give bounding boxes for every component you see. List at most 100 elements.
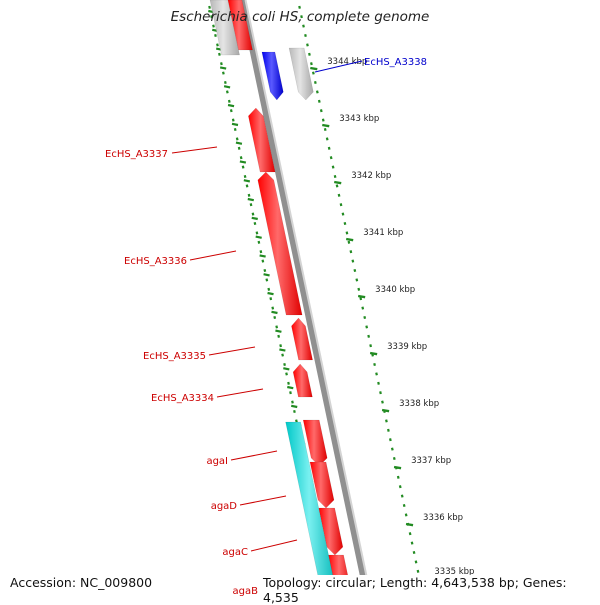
ruler-right-dot: [327, 146, 331, 150]
label-layer: EcHS_A3338 EcHS_A3337 EcHS_A3336 EcHS_A3335…: [105, 57, 427, 597]
ruler-right-dot: [345, 231, 349, 235]
ruler-left-dot: [223, 80, 227, 85]
ruler-left-dot: [277, 334, 281, 338]
gene-label-agaI[interactable]: agaI: [206, 456, 228, 467]
ruler-left-tick: [263, 273, 270, 277]
ruler-left-dot: [275, 325, 279, 329]
ruler-left-dot: [245, 184, 249, 188]
ruler-right-dot: [412, 550, 416, 555]
backbone-layer: [239, 0, 373, 601]
gene-leader-line: [250, 539, 298, 552]
ruler-right-dot: [323, 127, 327, 132]
ruler-major-tick: [369, 351, 378, 356]
gene-EcHS_A3338[interactable]: [261, 51, 284, 101]
ruler-tick-label: 3335 kbp: [434, 567, 474, 577]
ruler-left-dot: [212, 24, 215, 28]
ruler-left-dot: [255, 231, 259, 235]
ruler-left-dot: [216, 43, 219, 47]
ruler-right-dot: [408, 532, 412, 536]
ruler-left-dot: [239, 156, 243, 160]
ruler-left-tick: [287, 385, 294, 390]
ruler-right-dot: [331, 165, 335, 169]
ruler-left-tick: [231, 122, 239, 127]
ruler-left-dot: [249, 203, 253, 207]
ruler-tick-label: 3339 kbp: [387, 342, 427, 352]
ruler-left-dot: [257, 240, 261, 244]
ruler-major-tick: [393, 465, 402, 470]
ruler-left-dot: [231, 118, 235, 122]
ruler-left-tick: [271, 310, 278, 315]
backbone-line: [239, 0, 371, 601]
ruler-right-dot: [325, 137, 329, 141]
ruler-right-dot: [367, 334, 371, 338]
ruler-left-dot: [233, 127, 237, 132]
gene-label-EcHS_A3334[interactable]: EcHS_A3334: [151, 393, 214, 404]
ruler-right-dot: [306, 43, 309, 47]
ruler-left-tick: [243, 179, 251, 183]
ruler-left-dot: [229, 109, 233, 113]
ruler-left-dot: [227, 99, 231, 103]
ruler-left-dot: [295, 419, 298, 423]
ruler-right-dot: [304, 33, 307, 38]
gene-label-EcHS_A3336[interactable]: EcHS_A3336: [124, 256, 187, 267]
gene-label-agaB[interactable]: agaB: [233, 586, 259, 597]
ruler-right-dot: [302, 24, 305, 28]
ruler-right-dot: [329, 156, 333, 160]
ruler-right-dot: [400, 494, 404, 498]
ruler-left-dot: [289, 391, 292, 395]
ruler-left-dot: [214, 33, 217, 38]
ruler-right-dot: [339, 203, 343, 207]
ruler-layer: 3344 kbp 3343 kbp 3342 kbp 3341 kbp 3340 kbp…: [208, 5, 474, 602]
ruler-left-dot: [251, 212, 255, 216]
ruler-right-dot: [390, 447, 394, 451]
gene-label-agaD[interactable]: agaD: [211, 501, 238, 512]
gene-EcHS_A3336[interactable]: [257, 171, 303, 316]
ruler-left-dot: [210, 15, 213, 19]
ruler-left-tick: [255, 235, 262, 239]
gene-label-EcHS_A3337[interactable]: EcHS_A3337: [105, 149, 168, 160]
ruler-right-dot: [398, 485, 402, 489]
ruler-right-dot: [387, 428, 390, 432]
gene-EcHS_A3334[interactable]: [292, 363, 313, 398]
ruler-left-dot: [273, 315, 277, 320]
gene-grey[interactable]: [288, 47, 314, 101]
gene-fragment-grey[interactable]: [209, 0, 240, 56]
ruler-right-dot: [388, 438, 392, 442]
ruler-major-tick: [322, 123, 330, 128]
gene-fragment-red[interactable]: [227, 0, 253, 51]
gene-label-EcHS_A3338[interactable]: EcHS_A3338: [364, 57, 427, 68]
gene-label-agaC[interactable]: agaC: [222, 547, 248, 558]
ruler-right-dot: [335, 184, 339, 188]
ruler-left-tick: [259, 254, 266, 258]
gene-leader-line: [216, 388, 264, 398]
ruler-left-dot: [241, 165, 245, 169]
ruler-left-tick: [227, 103, 235, 108]
ruler-right-dot: [333, 174, 337, 179]
ruler-left-dot: [287, 381, 290, 385]
ruler-left-dot: [235, 137, 239, 141]
gene-agaD[interactable]: [309, 461, 335, 509]
ruler-right-dot: [300, 15, 303, 19]
ruler-right-dot: [308, 52, 311, 56]
gene-label-EcHS_A3335[interactable]: EcHS_A3335: [143, 351, 206, 362]
ruler-left-dot: [220, 62, 223, 66]
ruler-right-dot: [310, 62, 313, 66]
ruler-left-dot: [261, 259, 265, 263]
topology-text: Topology: circular; Length: 4,643,538 bp…: [261, 575, 600, 605]
ruler-tick-label: 3344 kbp: [327, 57, 367, 67]
ruler-tick-label: 3342 kbp: [351, 171, 391, 181]
ruler-right-dot: [392, 456, 396, 461]
gene-leader-line: [189, 250, 237, 261]
ruler-right-dot: [365, 325, 369, 329]
ruler-right-dot: [375, 372, 378, 376]
ruler-left-tick: [267, 291, 274, 296]
ruler-left-dot: [269, 297, 273, 301]
ruler-right-dot: [359, 297, 363, 301]
ruler-left-tick: [251, 216, 258, 221]
gene-EcHS_A3337[interactable]: [248, 107, 276, 173]
ruler-left-tick: [223, 85, 231, 89]
gene-agaC[interactable]: [318, 507, 344, 556]
ruler-right-dot: [337, 193, 341, 197]
gene-EcHS_A3335[interactable]: [291, 317, 313, 361]
ruler-left-dot: [247, 193, 251, 197]
